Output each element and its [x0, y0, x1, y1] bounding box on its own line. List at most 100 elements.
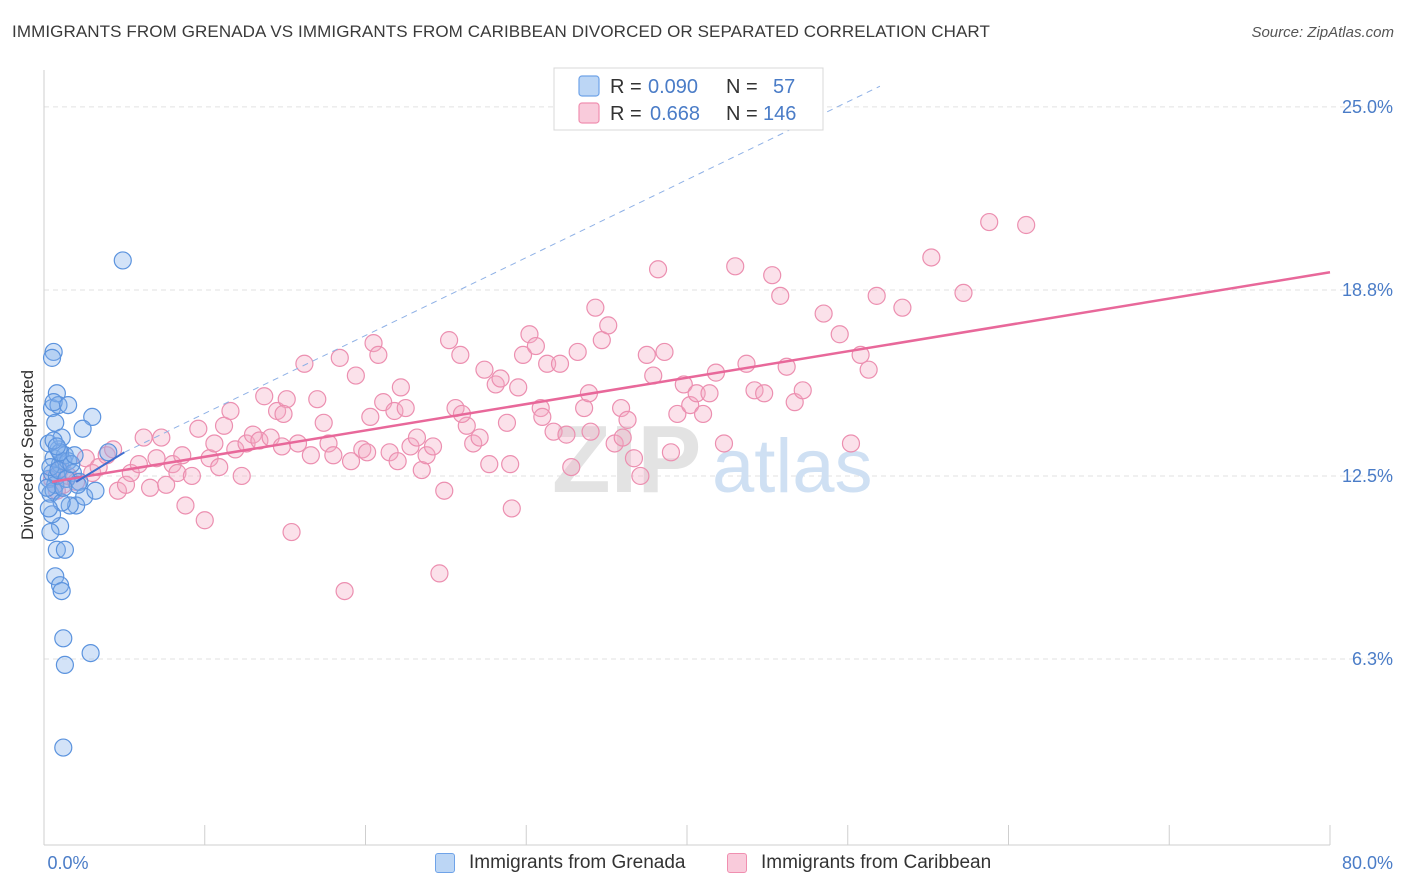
caribbean-point	[520, 325, 539, 344]
caribbean-point	[210, 457, 229, 477]
caribbean-point	[513, 345, 533, 365]
caribbean-point	[497, 413, 517, 432]
caribbean-point	[486, 375, 505, 394]
caribbean-point	[274, 404, 293, 424]
caribbean-point	[562, 457, 581, 477]
grenada-point	[52, 581, 71, 601]
legend-n-label-grenada: N =	[726, 76, 758, 98]
caribbean-point	[714, 434, 734, 453]
caribbean-point	[687, 384, 706, 403]
caribbean-point	[681, 395, 700, 415]
grenada-point	[83, 407, 102, 427]
caribbean-point	[439, 331, 459, 350]
caribbean-point	[195, 511, 214, 530]
caribbean-point	[335, 581, 354, 601]
grenada-point	[99, 443, 118, 462]
caribbean-point	[282, 522, 301, 542]
legend-n-value-caribbean: 146	[763, 103, 796, 125]
grenada-trend-line-extension	[124, 85, 881, 453]
caribbean-point	[116, 475, 136, 494]
caribbean-point	[152, 428, 171, 447]
caribbean-point	[763, 266, 782, 285]
caribbean-point	[341, 452, 361, 471]
y-tick-label: 18.8%	[1342, 280, 1393, 300]
grenada-point	[42, 348, 62, 367]
caribbean-point	[396, 398, 415, 418]
caribbean-point	[538, 354, 557, 373]
caribbean-point	[893, 298, 912, 317]
caribbean-point	[147, 449, 166, 468]
caribbean-point	[533, 407, 552, 427]
y-tick-label: 6.3%	[1352, 649, 1393, 669]
caribbean-point	[475, 360, 494, 379]
caribbean-point	[301, 446, 320, 465]
caribbean-point	[205, 434, 224, 453]
caribbean-point	[586, 298, 605, 317]
legend-item-caribbean: Immigrants from Caribbean	[727, 852, 991, 874]
caribbean-point	[221, 401, 240, 421]
legend-n-value-grenada: 57	[773, 76, 795, 98]
legend-swatch-caribbean-bottom	[727, 853, 747, 873]
caribbean-point	[324, 446, 343, 465]
caribbean-point	[470, 428, 489, 447]
caribbean-point	[255, 387, 274, 406]
caribbean-point	[330, 348, 349, 367]
caribbean-point	[557, 425, 576, 444]
legend-label-caribbean: Immigrants from Caribbean	[761, 852, 992, 873]
caribbean-point	[509, 378, 528, 397]
caribbean-point	[550, 354, 570, 373]
caribbean-point	[599, 316, 618, 335]
caribbean-point	[407, 428, 427, 447]
caribbean-point	[308, 390, 327, 409]
source-label: Source: ZipAtlas.com	[1251, 24, 1394, 41]
grenada-point	[55, 540, 74, 559]
grenada-point	[41, 522, 60, 542]
caribbean-point	[451, 345, 470, 365]
y-axis-label: Divorced or Separated	[18, 370, 37, 540]
grenada-point	[113, 251, 132, 270]
caribbean-point	[618, 410, 637, 429]
grenada-point	[54, 629, 73, 648]
grenada-point	[73, 419, 92, 438]
caribbean-point	[648, 260, 668, 279]
caribbean-point	[526, 336, 545, 356]
caribbean-point	[830, 325, 849, 344]
data-points	[38, 212, 1036, 757]
caribbean-trend-line	[51, 271, 1331, 484]
legend-swatch-grenada-bottom	[435, 853, 455, 873]
caribbean-point	[176, 496, 195, 515]
caribbean-point	[613, 428, 632, 447]
legend-r-value-caribbean: 0.668	[650, 103, 700, 125]
caribbean-point	[1017, 215, 1036, 235]
watermark: ZIP atlas	[552, 406, 873, 513]
caribbean-point	[435, 481, 454, 500]
grenada-point	[44, 393, 63, 412]
caribbean-point	[361, 407, 380, 427]
caribbean-point	[814, 304, 833, 323]
legend-item-grenada: Immigrants from Grenada	[435, 852, 685, 874]
caribbean-point	[314, 413, 333, 432]
caribbean-point	[369, 345, 388, 365]
caribbean-point	[182, 466, 201, 486]
grenada-point	[54, 738, 73, 757]
caribbean-point	[430, 564, 449, 583]
caribbean-point	[611, 398, 631, 418]
caribbean-point	[129, 455, 148, 474]
legend-top: R = 0.090 N = 57 R = 0.668 N = 146	[553, 67, 824, 131]
grenada-point	[68, 475, 87, 494]
caribbean-point	[867, 286, 886, 305]
caribbean-point	[189, 419, 208, 438]
caribbean-point	[480, 455, 499, 474]
legend-label-grenada: Immigrants from Grenada	[469, 852, 686, 873]
grenada-point	[49, 395, 68, 415]
caribbean-point	[980, 212, 999, 232]
y-tick-label: 25.0%	[1342, 97, 1393, 117]
x-tick-label-max: 80.0%	[1342, 853, 1393, 873]
grenada-point	[55, 655, 74, 675]
caribbean-point	[358, 443, 377, 462]
caribbean-point	[624, 449, 644, 468]
caribbean-point	[295, 354, 314, 373]
grid-lines	[44, 106, 1392, 660]
caribbean-point	[423, 437, 443, 456]
caribbean-point	[491, 369, 510, 388]
